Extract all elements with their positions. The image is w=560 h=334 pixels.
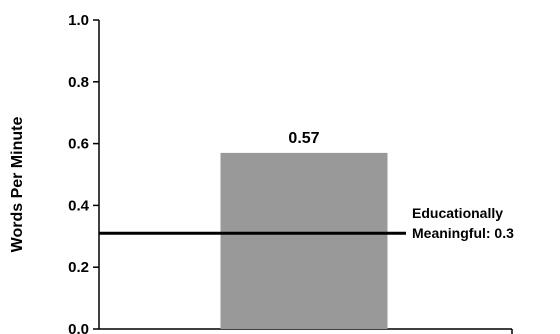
y-tick-label: 0.2 <box>68 259 89 276</box>
y-axis-label: Words Per Minute <box>9 117 26 253</box>
bars: 0.57 <box>220 130 388 329</box>
bar-data-label: 0.57 <box>288 130 319 147</box>
y-axis-ticks: 0.0 0.2 0.4 0.6 0.8 1.0 <box>68 12 513 334</box>
bar <box>220 152 388 329</box>
reference-line-label-1: Educationally <box>412 205 503 221</box>
reference-line-label-2: Meaningful: 0.3 <box>412 225 514 241</box>
y-tick-label: 0.6 <box>68 136 89 153</box>
y-tick-label: 0.0 <box>68 321 89 334</box>
y-tick-label: 0.8 <box>68 74 89 91</box>
y-tick-label: 0.4 <box>68 197 90 214</box>
y-tick-label: 1.0 <box>68 12 89 29</box>
